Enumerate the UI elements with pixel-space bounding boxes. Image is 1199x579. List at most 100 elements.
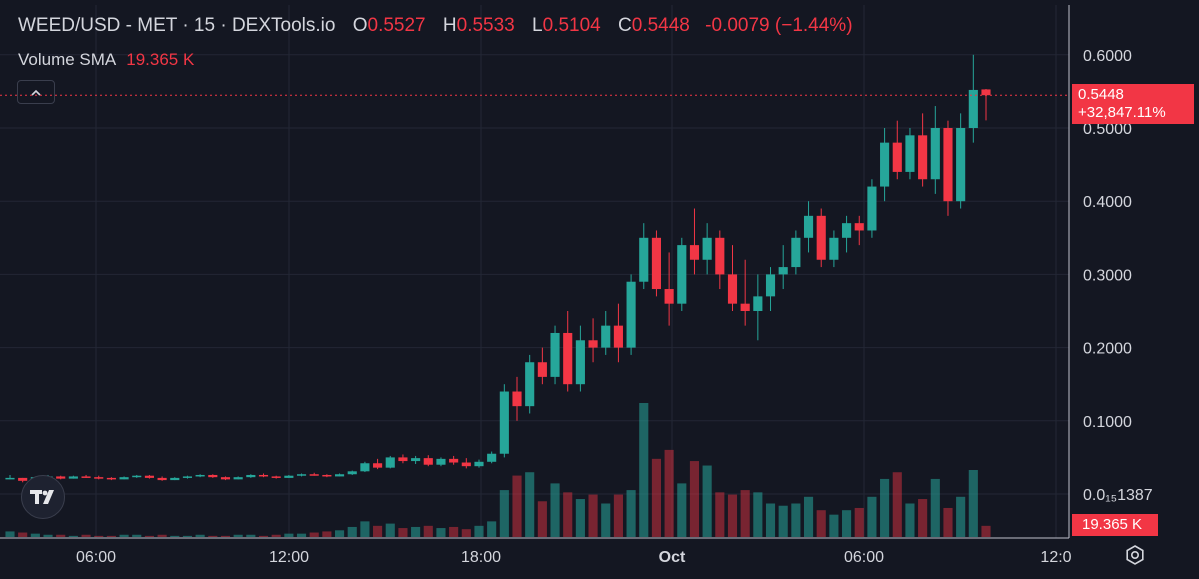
candle-body (373, 463, 383, 468)
volume-sma-value: 19.365 K (126, 50, 195, 69)
time-tick-label: 06:00 (844, 549, 884, 566)
candle-body (550, 332, 560, 377)
price-tick-label: 0.3000 (1083, 267, 1132, 284)
candle-body (360, 463, 370, 472)
volume-bar (309, 532, 319, 537)
candle-body (233, 477, 243, 480)
high-value: 0.5533 (456, 15, 515, 36)
candle-body (880, 142, 890, 187)
candle-body (803, 215, 814, 238)
volume-bar (233, 534, 243, 537)
volume-bar (487, 521, 497, 537)
candle-body (182, 476, 193, 478)
time-tick-label: 12:00 (269, 549, 309, 566)
candle-body (651, 237, 662, 290)
price-axis[interactable]: 0.6000 0.5000 0.4000 0.3000 0.2000 0.1000 0.0₁… (1083, 48, 1153, 504)
volume-bar (373, 525, 383, 537)
candle-body (144, 475, 154, 478)
symbol-title[interactable]: WEED/USD - MET · 15 · DEXTools.io (18, 15, 336, 36)
volume-bar (5, 531, 15, 537)
candle-body (296, 474, 307, 476)
volume-bar (854, 507, 864, 537)
chart-grid (0, 5, 1069, 538)
price-tick-label: 0.2000 (1083, 341, 1132, 358)
volume-bar (867, 496, 877, 537)
tradingview-logo-icon[interactable] (21, 475, 65, 519)
price-tick-label: 0.4000 (1083, 194, 1132, 211)
volume-bar (537, 501, 547, 537)
volume-bar (68, 535, 78, 537)
volume-bar (182, 535, 193, 537)
volume-bar (94, 535, 104, 537)
candle-body (778, 267, 788, 275)
volume-bar (322, 531, 332, 537)
candle-body (436, 458, 446, 465)
time-tick-label: 06:00 (76, 549, 116, 566)
volume-bar (791, 503, 801, 537)
time-tick-label: 12:0 (1040, 549, 1071, 566)
volume-sma-tag: 19.365 K (1072, 514, 1158, 536)
price-tick-label: 0.6000 (1083, 48, 1132, 65)
candle-body (601, 325, 611, 348)
candle-body (765, 274, 776, 297)
candle-body (56, 476, 66, 479)
volume-bar (258, 535, 269, 537)
candle-body (854, 223, 864, 231)
volume-bar (981, 525, 991, 537)
candle-body (334, 474, 345, 477)
volume-bar (208, 535, 218, 537)
volume-bar (626, 490, 636, 537)
volume-bar (436, 528, 446, 537)
volume-bar (385, 523, 395, 537)
volume-bar (81, 534, 91, 537)
candle-body (930, 128, 940, 180)
open-value: 0.5527 (367, 15, 426, 36)
volume-bar (727, 494, 738, 537)
candle-body (157, 477, 167, 481)
volume-bar (753, 492, 763, 537)
volume-bar (347, 526, 357, 537)
candle-body (94, 477, 104, 479)
volume-bar (575, 499, 585, 537)
volume-bars (5, 403, 991, 537)
volume-legend[interactable]: Volume SMA 19.365 K (18, 50, 194, 70)
volume-bar (144, 535, 154, 537)
volume-bar (613, 494, 623, 537)
volume-bar (106, 535, 116, 537)
price-tick-label: 0.5000 (1083, 121, 1132, 138)
candle-body (664, 289, 674, 304)
candle-body (525, 362, 535, 407)
volume-bar (563, 492, 573, 537)
volume-bar (651, 458, 662, 537)
candle-body (322, 474, 332, 477)
time-tick-label: Oct (659, 549, 686, 566)
candle-body (347, 471, 357, 475)
volume-bar (550, 483, 560, 537)
gear-icon[interactable] (1124, 544, 1146, 566)
candle-body (449, 458, 459, 463)
candle-body (918, 135, 928, 180)
candle-body (474, 461, 484, 467)
candle-body (5, 477, 15, 480)
last-price-value: 0.5448 (1078, 86, 1124, 103)
candle-body (791, 237, 801, 268)
volume-bar (157, 534, 167, 537)
candle-body (537, 362, 547, 377)
candle-body (613, 325, 623, 348)
candle-body (842, 223, 852, 238)
candle-body (702, 237, 712, 260)
candle-body (677, 245, 687, 304)
volume-bar (499, 490, 509, 537)
candle-body (487, 453, 497, 462)
volume-bar (461, 529, 471, 537)
candle-body (968, 89, 978, 128)
price-tick-label: 0.1000 (1083, 414, 1132, 431)
candle-body (727, 274, 738, 304)
volume-bar (56, 534, 66, 537)
volume-bar (474, 525, 484, 537)
candle-body (220, 477, 231, 480)
time-axis[interactable]: 06:00 12:00 18:00 Oct 06:00 12:0 (76, 549, 1072, 566)
volume-bar (18, 532, 28, 537)
collapse-legend-button[interactable] (17, 80, 55, 104)
